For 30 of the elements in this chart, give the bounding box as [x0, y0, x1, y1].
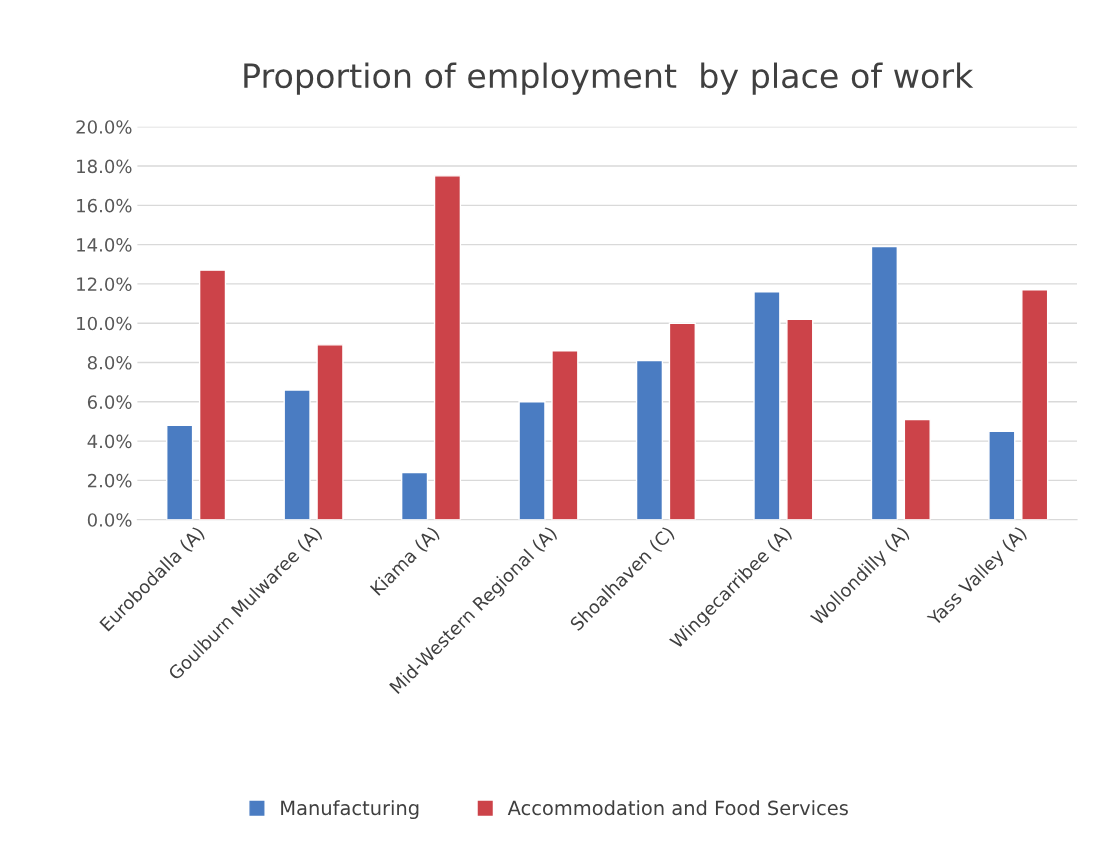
y-tick-label: 0.0% — [87, 513, 132, 527]
bar — [870, 245, 899, 520]
y-tick-label: 8.0% — [87, 355, 132, 370]
bar — [551, 350, 579, 520]
bar — [786, 318, 814, 520]
bar — [668, 322, 696, 520]
y-tick-label: 2.0% — [87, 473, 132, 488]
bar — [316, 344, 344, 520]
bar — [400, 471, 429, 520]
bar — [903, 418, 931, 520]
bar — [198, 269, 227, 520]
bar — [433, 175, 462, 520]
bar — [988, 430, 1016, 520]
bar — [1021, 289, 1049, 520]
bar — [518, 401, 546, 520]
y-tick-label: 20.0% — [76, 120, 132, 134]
legend-label: Manufacturing — [281, 800, 419, 820]
legend-label: Accommodation and Food Services — [507, 800, 848, 816]
y-tick-label: 14.0% — [77, 238, 132, 252]
bar — [283, 389, 311, 520]
chart-title: Proportion of employment by place of work — [244, 62, 974, 95]
y-tick-label: 10.0% — [77, 316, 132, 331]
y-tick-label: 12.0% — [77, 277, 132, 292]
y-tick-label: 4.0% — [87, 434, 132, 449]
bar — [166, 424, 194, 520]
y-tick-label: 18.0% — [77, 159, 132, 174]
bar — [635, 359, 664, 520]
y-tick-label: 6.0% — [87, 395, 132, 409]
y-tick-label: 16.0% — [77, 198, 132, 213]
bar — [753, 291, 781, 520]
